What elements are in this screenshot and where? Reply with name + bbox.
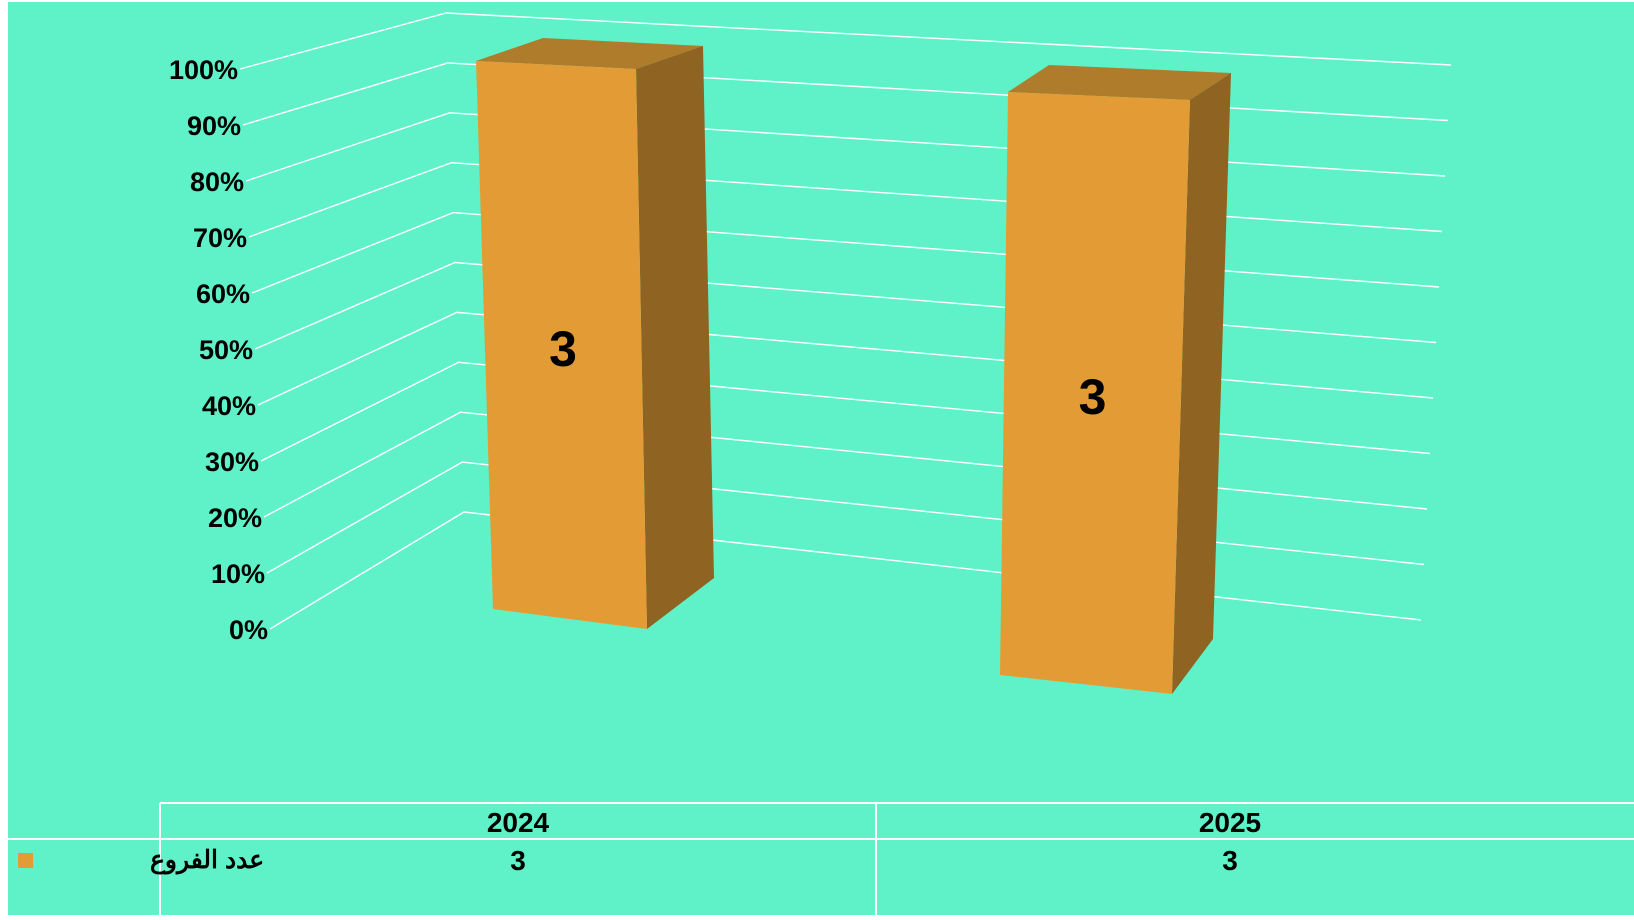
gridline — [269, 511, 1422, 630]
bar-front-face — [1000, 92, 1190, 694]
table-header-cell: 2024 — [487, 807, 550, 838]
table-row-label: عدد الفروع — [150, 846, 264, 875]
y-tick-label: 100% — [169, 55, 238, 85]
y-tick-label: 80% — [190, 167, 244, 197]
data-label: 3 — [1079, 369, 1107, 425]
gridline — [263, 411, 1428, 518]
data-label: 3 — [549, 321, 577, 377]
gridline — [257, 311, 1434, 406]
gridline — [248, 161, 1443, 238]
bar-top-face — [476, 38, 703, 69]
y-axis-ticks: 0% 10% 20% 30% 40% 50% 60% 70% 80% 90% 100% — [169, 55, 268, 645]
y-tick-label: 40% — [202, 391, 256, 421]
gridline — [245, 112, 1446, 182]
gridlines — [239, 12, 1452, 630]
gridline — [254, 261, 1437, 350]
table-value-cell: 3 — [510, 845, 526, 876]
bar-top-face — [1008, 65, 1231, 100]
gridline — [251, 211, 1440, 294]
y-tick-label: 0% — [229, 615, 268, 645]
table-value-cell: 3 — [1222, 845, 1238, 876]
bar-front-face — [476, 61, 647, 629]
chart-svg: 0%10%20%30%40%50%60%70%80%90%100% 33 202… — [8, 12, 1634, 915]
y-tick-label: 70% — [193, 223, 247, 253]
bar-side-face — [1172, 73, 1231, 694]
y-tick-label: 20% — [208, 503, 262, 533]
table-header-cell: 2025 — [1199, 807, 1261, 838]
y-tick-label: 60% — [196, 279, 250, 309]
gridline — [242, 62, 1449, 126]
bars: 33 — [476, 38, 1231, 694]
y-tick-label: 10% — [211, 559, 265, 589]
y-tick-label: 90% — [187, 111, 241, 141]
gridline — [239, 12, 1452, 70]
bar-side-face — [636, 46, 714, 629]
gridline — [266, 461, 1425, 574]
data-table: 2024 2025 3 3 عدد الفروع — [8, 802, 1634, 915]
bar-2025: 3 — [1000, 65, 1231, 694]
bar-2024: 3 — [476, 38, 714, 629]
y-tick-label: 50% — [199, 335, 253, 365]
legend-key — [18, 853, 33, 868]
gridline — [260, 361, 1431, 462]
y-tick-label: 30% — [205, 447, 259, 477]
